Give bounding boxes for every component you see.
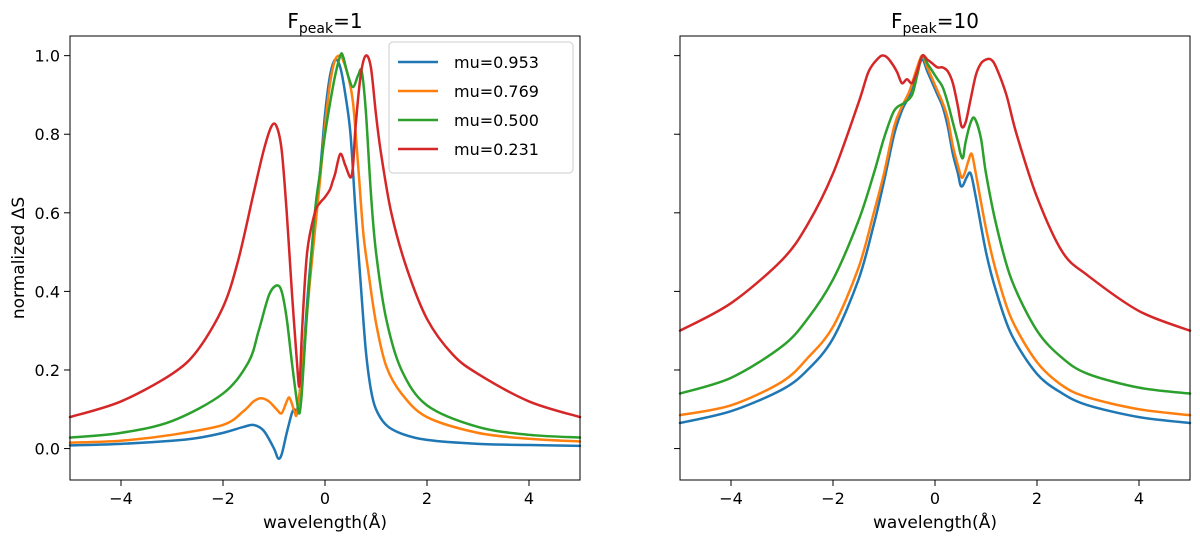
left-panel-frame xyxy=(69,35,581,481)
legend: mu=0.953 mu=0.769 mu=0.500 mu=0.231 xyxy=(388,41,574,174)
legend-entry: mu=0.953 xyxy=(398,53,539,72)
title-main: F xyxy=(891,9,903,33)
x-tick-label: 0 xyxy=(320,489,330,508)
left-panel-ticks: −4 −2 0 2 4 0.0 0.2 0.4 0.6 0.8 1.0 xyxy=(35,47,535,508)
right-panel: Fpeak=10 wavelength(Å) −4 −2 0 2 4 xyxy=(674,9,1192,533)
y-tick-label: 0.4 xyxy=(35,282,60,301)
legend-label: mu=0.953 xyxy=(454,53,539,72)
series-line-mu=0.769 xyxy=(678,54,1192,417)
title-subscript: peak xyxy=(903,21,938,37)
legend-entry: mu=0.500 xyxy=(398,111,539,130)
right-panel-series xyxy=(678,53,1192,425)
x-tick-label: −4 xyxy=(719,489,743,508)
right-panel-ticks: −4 −2 0 2 4 xyxy=(674,55,1144,508)
x-tick-label: 4 xyxy=(1134,489,1144,508)
legend-label: mu=0.769 xyxy=(454,82,539,101)
series-line-mu=0.500 xyxy=(68,52,582,439)
x-tick-label: 4 xyxy=(524,489,534,508)
legend-entry: mu=0.769 xyxy=(398,82,539,101)
left-panel-series xyxy=(68,52,582,460)
title-suffix: =10 xyxy=(937,9,979,33)
y-tick-label: 1.0 xyxy=(35,47,60,66)
title-suffix: =1 xyxy=(333,9,362,33)
series-line-mu=0.769 xyxy=(68,54,582,444)
x-tick-label: −2 xyxy=(821,489,845,508)
legend-label: mu=0.500 xyxy=(454,111,539,130)
left-panel-ylabel: normalized ΔS xyxy=(9,197,29,319)
left-panel-xlabel: wavelength(Å) xyxy=(263,511,387,533)
legend-entry: mu=0.231 xyxy=(398,140,539,159)
y-tick-label: 0.8 xyxy=(35,125,60,144)
series-line-mu=0.500 xyxy=(678,54,1192,395)
x-tick-label: −4 xyxy=(109,489,133,508)
series-line-mu=0.953 xyxy=(678,58,1192,425)
left-panel: Fpeak=1 wavelength(Å) normalized ΔS −4 −2… xyxy=(9,9,582,533)
series-line-mu=0.231 xyxy=(68,54,582,419)
y-tick-label: 0.0 xyxy=(35,440,60,459)
title-subscript: peak xyxy=(299,21,334,37)
x-tick-label: 2 xyxy=(422,489,432,508)
left-panel-title: Fpeak=1 xyxy=(287,9,362,37)
y-tick-label: 0.2 xyxy=(35,361,60,380)
right-panel-frame xyxy=(679,35,1191,481)
x-tick-label: 0 xyxy=(930,489,940,508)
y-tick-label: 0.6 xyxy=(35,204,60,223)
legend-label: mu=0.231 xyxy=(454,140,539,159)
x-tick-label: −2 xyxy=(211,489,235,508)
right-panel-xlabel: wavelength(Å) xyxy=(873,511,997,533)
series-line-mu=0.231 xyxy=(678,53,1192,332)
right-panel-title: Fpeak=10 xyxy=(891,9,979,37)
legend-box xyxy=(388,41,574,174)
x-tick-label: 2 xyxy=(1032,489,1042,508)
title-main: F xyxy=(287,9,299,33)
